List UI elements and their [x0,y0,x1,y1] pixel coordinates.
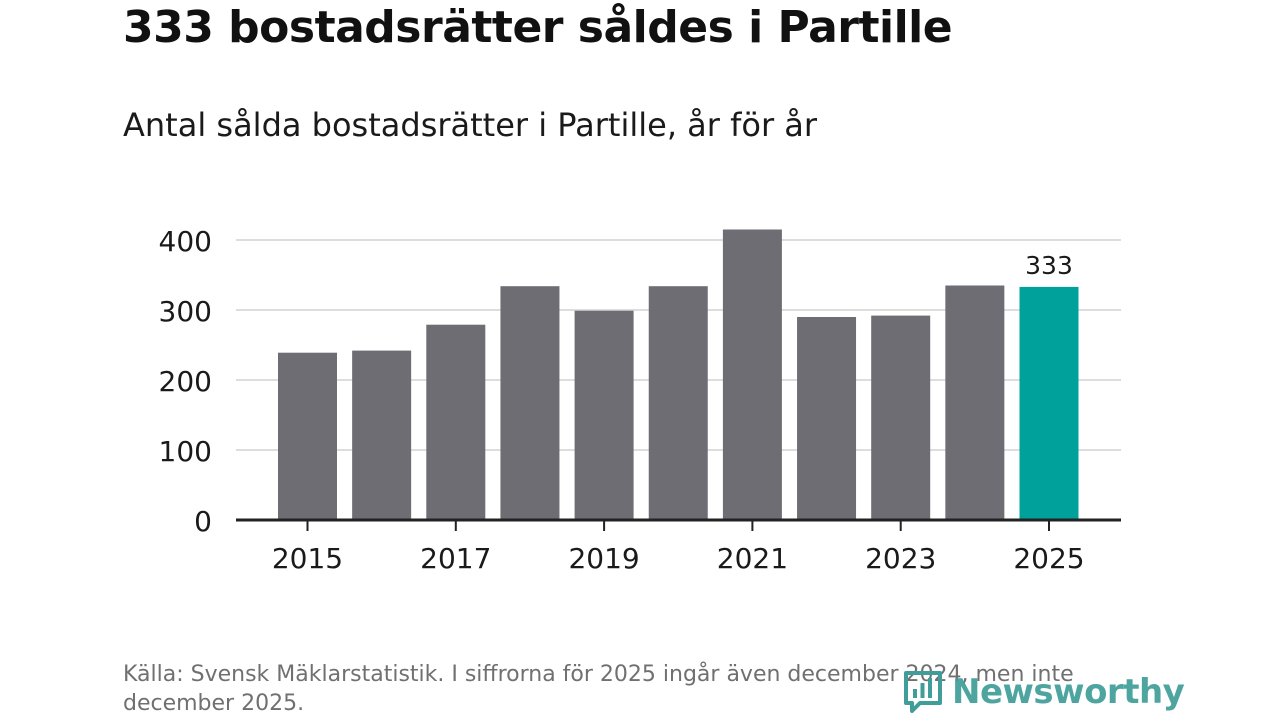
x-tick-label: 2021 [717,542,788,575]
bar-2021 [722,229,782,520]
y-tick-label: 400 [159,225,212,258]
x-tick-label: 2019 [568,542,639,575]
y-tick-label: 300 [159,295,212,328]
y-tick-label: 0 [194,505,212,538]
y-tick-label: 200 [159,365,212,398]
bar-2025 [1019,286,1079,520]
bar-2020 [648,286,708,520]
bar-2019 [574,310,634,520]
data-label: 333 [1025,251,1073,280]
newsworthy-logo-icon [904,671,942,713]
bar-2015 [278,352,337,520]
bar-chart: 0 100 200 300 400 2015 2017 2019 2021 2023 2025 333 [159,225,1121,575]
chart-subtitle: Antal sålda bostadsrätter i Partille, år… [123,106,818,144]
x-tick-label: 2023 [865,542,936,575]
bar-2024 [945,285,1005,520]
x-tick-label: 2015 [272,542,343,575]
bar-2017 [426,324,486,520]
chart-title: 333 bostadsrätter såldes i Partille [123,2,953,53]
newsworthy-logo: Newsworthy [902,668,1185,716]
y-tick-label: 100 [159,435,212,468]
bar-2022 [797,317,857,520]
x-tick-label: 2017 [420,542,491,575]
bar-2023 [871,315,931,520]
x-tick-label: 2025 [1013,542,1084,575]
bar-2018 [500,286,560,520]
bar-2016 [352,350,412,520]
newsworthy-logo-text: Newsworthy [952,672,1185,712]
